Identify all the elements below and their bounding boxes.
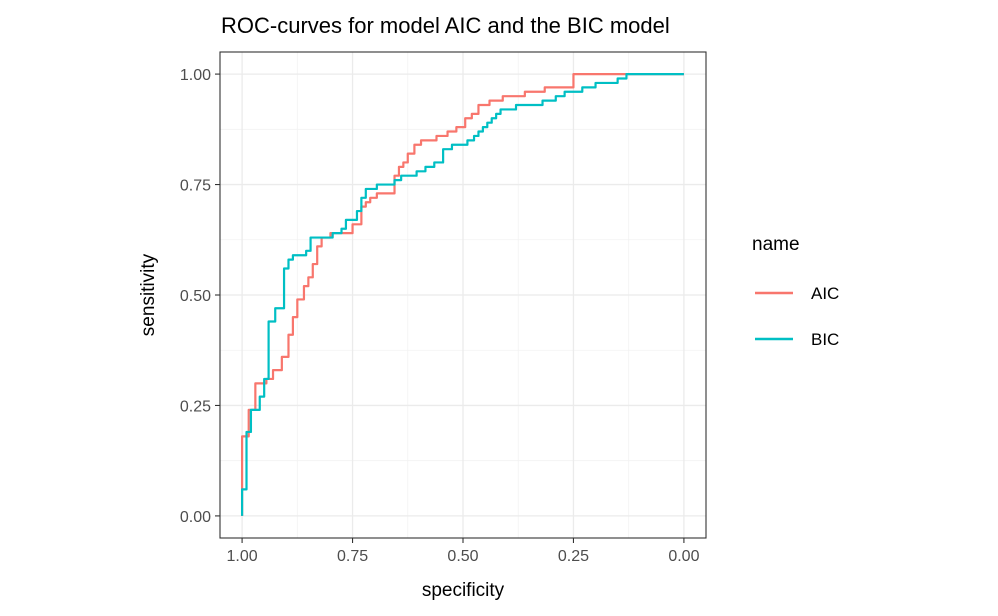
plot-panel (219, 51, 707, 539)
major-gridlines (220, 52, 706, 538)
roc-curves (240, 72, 684, 516)
legend-title: name (752, 234, 800, 255)
x-tick-label: 0.75 (337, 548, 368, 565)
y-tick-label: 0.50 (180, 288, 211, 305)
chart-title: ROC-curves for model AIC and the BIC mod… (221, 13, 670, 38)
y-tick-label: 0.00 (180, 509, 211, 526)
x-tick-label: 1.00 (227, 548, 258, 565)
x-axis-title: specificity (422, 580, 505, 601)
y-axis: 0.00 0.25 0.50 0.75 1.00 (180, 67, 220, 526)
x-tick-label: 0.00 (668, 548, 699, 565)
y-tick-label: 1.00 (180, 67, 211, 84)
roc-curve-bic (240, 72, 684, 516)
legend-label-aic: AIC (811, 284, 839, 303)
x-tick-label: 0.25 (558, 548, 589, 565)
y-axis-title: sensitivity (138, 253, 159, 336)
y-tick-label: 0.75 (180, 178, 211, 195)
y-tick-label: 0.25 (180, 398, 211, 415)
roc-curve-aic (240, 72, 684, 516)
legend-label-bic: BIC (811, 330, 839, 349)
x-tick-label: 0.50 (447, 548, 478, 565)
legend: name AIC BIC (752, 234, 839, 349)
x-axis: 1.00 0.75 0.50 0.25 0.00 (227, 538, 700, 565)
